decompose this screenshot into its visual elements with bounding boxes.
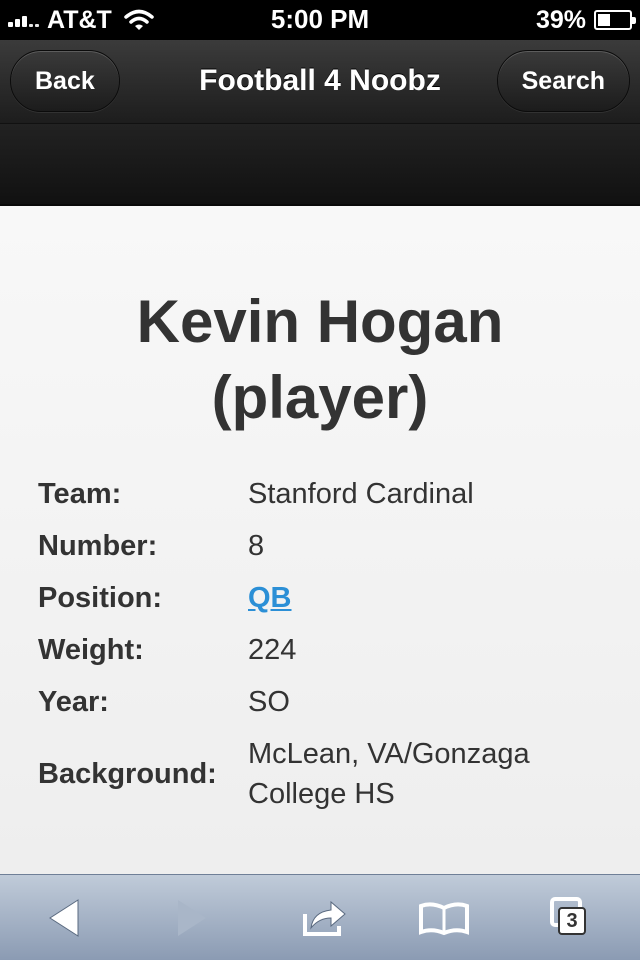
status-bar: AT&T 5:00 PM 39% bbox=[0, 0, 640, 40]
team-value: Stanford Cardinal bbox=[248, 478, 474, 510]
year-label: Year: bbox=[38, 686, 109, 718]
info-row-position: Position: QB bbox=[38, 578, 598, 618]
nav-header: Back Football 4 Noobz Search bbox=[0, 40, 640, 124]
info-row-background: Background: McLean, VA/Gonzaga College H… bbox=[38, 734, 598, 814]
back-arrow-icon bbox=[49, 899, 79, 937]
position-label: Position: bbox=[38, 582, 163, 614]
page-title: Football 4 Noobz bbox=[199, 64, 441, 97]
background-label: Background: bbox=[38, 758, 217, 790]
weight-label: Weight: bbox=[38, 634, 144, 666]
status-right: 39% bbox=[535, 5, 636, 34]
share-icon bbox=[303, 900, 346, 936]
share-button[interactable] bbox=[294, 893, 354, 943]
carrier-name: AT&T bbox=[47, 5, 112, 34]
position-value-cell: QB bbox=[248, 578, 598, 618]
forward-arrow-icon bbox=[178, 900, 206, 936]
back-button[interactable]: Back bbox=[10, 50, 120, 112]
browser-toolbar: 3 bbox=[0, 874, 640, 960]
bookmarks-button[interactable] bbox=[414, 893, 474, 943]
tabs-button[interactable]: 3 bbox=[544, 893, 604, 943]
player-info-table: Team: Stanford Cardinal Number: 8 Positi… bbox=[38, 474, 598, 826]
wifi-icon bbox=[124, 9, 154, 30]
signal-strength-icon bbox=[8, 13, 41, 27]
info-row-number: Number: 8 bbox=[38, 526, 598, 566]
team-label: Team: bbox=[38, 478, 122, 510]
status-left: AT&T bbox=[8, 6, 154, 34]
player-type: (player) bbox=[211, 364, 429, 431]
weight-value: 224 bbox=[248, 634, 297, 666]
player-name: Kevin Hogan bbox=[136, 288, 504, 355]
number-label: Number: bbox=[38, 530, 158, 562]
info-row-weight: Weight: 224 bbox=[38, 630, 598, 670]
battery-icon bbox=[594, 10, 636, 30]
sub-header-bar bbox=[0, 124, 640, 206]
search-button[interactable]: Search bbox=[496, 50, 630, 112]
browser-forward-button[interactable] bbox=[162, 893, 222, 943]
number-value: 8 bbox=[248, 530, 265, 562]
background-value: McLean, VA/Gonzaga College HS bbox=[248, 738, 530, 810]
status-time: 5:00 PM bbox=[270, 4, 370, 34]
tabs-count-badge: 3 bbox=[558, 907, 586, 935]
player-content: Kevin Hogan (player) Team: Stanford Card… bbox=[0, 206, 640, 874]
info-row-team: Team: Stanford Cardinal bbox=[38, 474, 598, 514]
bookmarks-icon bbox=[419, 902, 469, 936]
battery-percent: 39% bbox=[535, 5, 586, 34]
player-heading: Kevin Hogan (player) bbox=[40, 284, 600, 436]
battery-fill bbox=[598, 14, 610, 26]
browser-back-button[interactable] bbox=[34, 893, 94, 943]
year-value: SO bbox=[248, 686, 290, 718]
position-link[interactable]: QB bbox=[248, 582, 292, 614]
info-row-year: Year: SO bbox=[38, 682, 598, 722]
